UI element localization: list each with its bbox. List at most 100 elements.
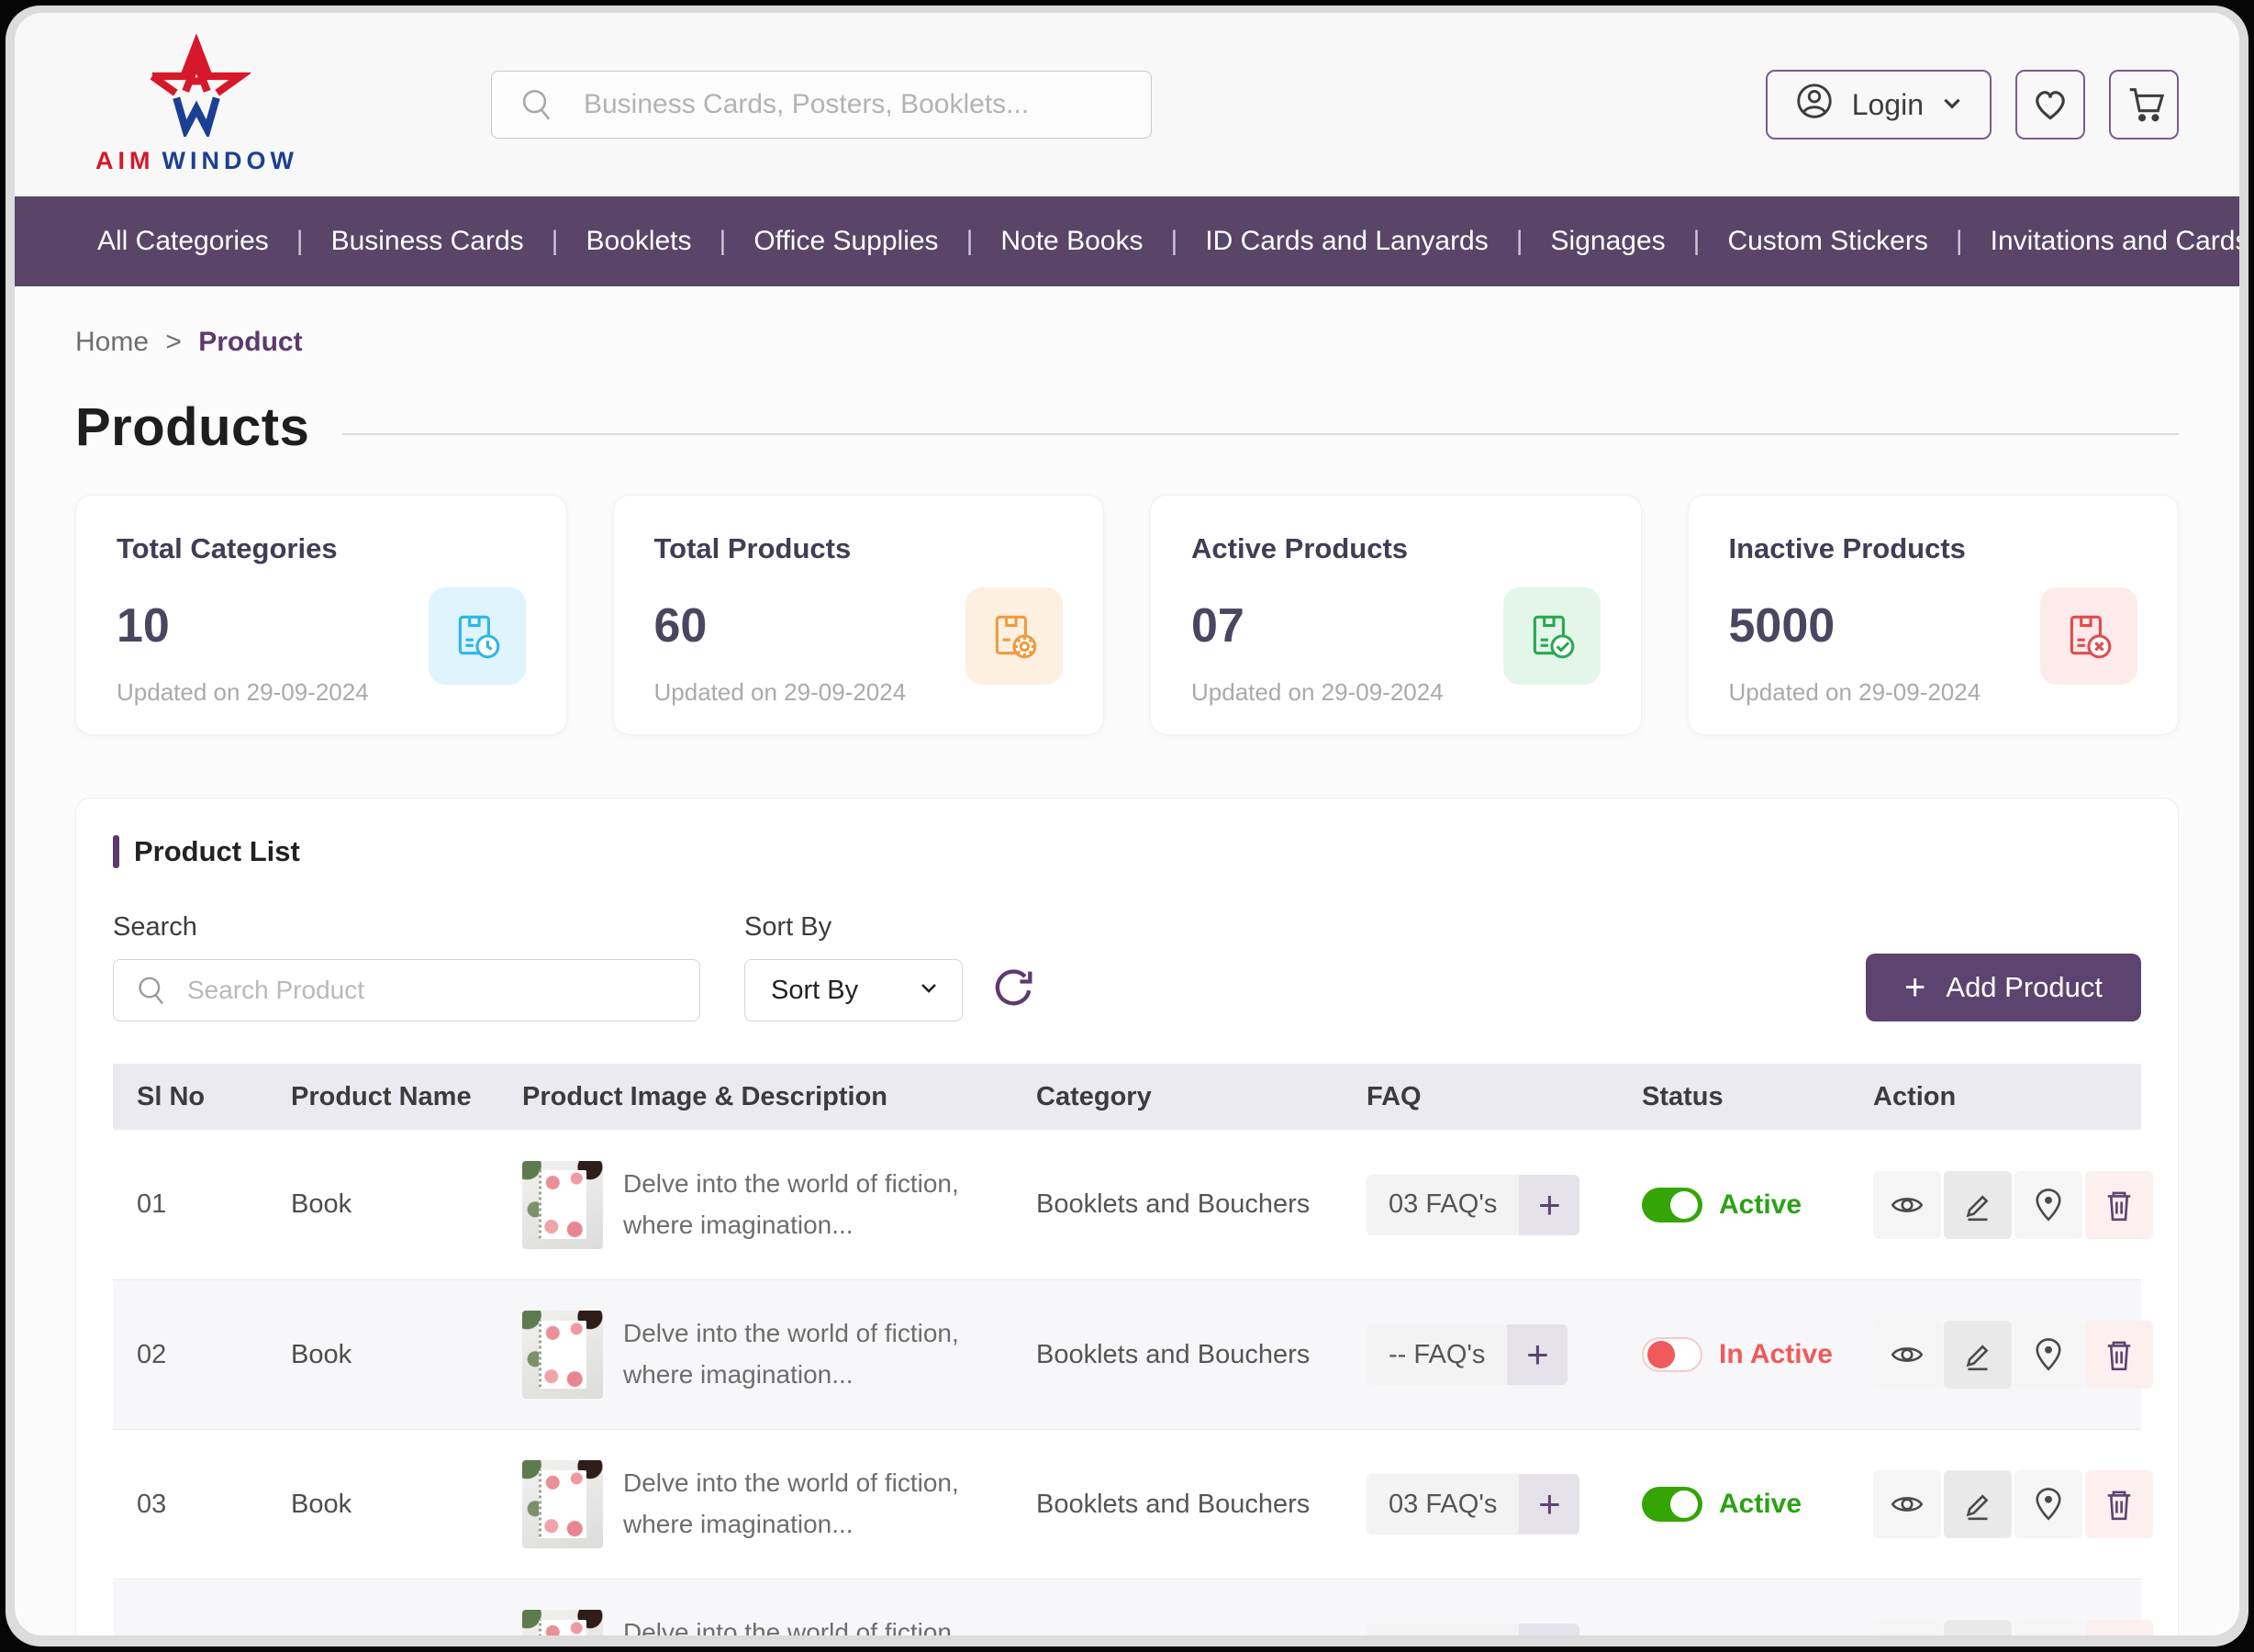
cell-category: Booklets and Bouchers: [1012, 1189, 1343, 1220]
table-row: 02 Book Delve into the world of fiction,…: [113, 1279, 2141, 1429]
faq-add-button[interactable]: +: [1519, 1474, 1579, 1535]
stat-card-total-categories: Total Categories 10 Updated on 29-09-202…: [75, 495, 567, 735]
search-label: Search: [113, 912, 700, 943]
cell-status: In Active: [1618, 1337, 1849, 1372]
status-badge: Active: [1719, 1189, 1802, 1221]
delete-button[interactable]: [2085, 1321, 2153, 1389]
nav-office-supplies[interactable]: Office Supplies: [692, 226, 939, 257]
cell-image-description: Delve into the world of fiction, where i…: [498, 1311, 1012, 1399]
faq-count: -- FAQ's: [1367, 1324, 1507, 1385]
sort-label: Sort By: [744, 912, 963, 943]
cell-image-description: Delve into the world of fiction, where i…: [498, 1460, 1012, 1548]
chevron-down-icon: [918, 976, 940, 1006]
edit-button[interactable]: [1944, 1321, 2012, 1389]
edit-button[interactable]: [1944, 1620, 2012, 1635]
nav-custom-stickers[interactable]: Custom Stickers: [1666, 226, 1928, 257]
product-thumbnail: [522, 1161, 603, 1249]
site-search-input[interactable]: [491, 71, 1152, 139]
faq-count: 03 FAQ's: [1367, 1624, 1519, 1635]
wishlist-button[interactable]: [2015, 70, 2085, 140]
cart-button[interactable]: [2109, 70, 2179, 140]
faq-add-button[interactable]: +: [1519, 1175, 1579, 1235]
stats-row: Total Categories 10 Updated on 29-09-202…: [75, 495, 2179, 735]
status-badge: Active: [1719, 1489, 1802, 1520]
edit-button[interactable]: [1944, 1171, 2012, 1239]
cell-faq: -- FAQ's+: [1343, 1324, 1618, 1385]
cell-category: Booklets and Bouchers: [1012, 1490, 1343, 1520]
delete-button[interactable]: [2085, 1470, 2153, 1538]
delete-button[interactable]: [2085, 1171, 2153, 1239]
breadcrumb-home[interactable]: Home: [75, 327, 149, 357]
cell-actions: [1849, 1171, 2153, 1239]
star-logo-icon: [142, 34, 251, 141]
nav-signages[interactable]: Signages: [1489, 226, 1666, 257]
stat-card-inactive-products: Inactive Products 5000 Updated on 29-09-…: [1688, 495, 2180, 735]
sort-group: Sort By Sort By: [744, 912, 963, 1021]
faq-add-button[interactable]: +: [1519, 1624, 1579, 1635]
nav-note-books[interactable]: Note Books: [939, 226, 1144, 257]
list-search-group: Search: [113, 912, 700, 1021]
stat-updated: Updated on 29-09-2024: [1191, 678, 1444, 707]
nav-booklets[interactable]: Booklets: [524, 226, 692, 257]
view-button[interactable]: [1873, 1171, 1941, 1239]
view-button[interactable]: [1873, 1321, 1941, 1389]
user-icon: [1793, 80, 1836, 129]
cell-faq: 03 FAQ's+: [1343, 1624, 1618, 1635]
stat-updated: Updated on 29-09-2024: [654, 678, 907, 707]
col-status: Status: [1618, 1082, 1849, 1112]
faq-count: 03 FAQ's: [1367, 1474, 1519, 1535]
delete-button[interactable]: [2085, 1620, 2153, 1635]
stat-updated: Updated on 29-09-2024: [1729, 678, 1981, 707]
cell-faq: 03 FAQ's+: [1343, 1474, 1618, 1535]
browser-window: AIMWINDOW Login: [15, 13, 2239, 1635]
login-button[interactable]: Login: [1766, 70, 1992, 140]
cell-product-name: Book: [267, 1189, 498, 1220]
view-button[interactable]: [1873, 1470, 1941, 1538]
sort-by-select[interactable]: Sort By: [744, 959, 963, 1021]
refresh-button[interactable]: [990, 964, 1038, 1014]
nav-business-cards[interactable]: Business Cards: [269, 226, 524, 257]
search-icon: [519, 86, 557, 129]
stat-label: Total Products: [654, 532, 1064, 565]
col-image-description: Product Image & Description: [498, 1082, 1012, 1112]
faq-add-button[interactable]: +: [1507, 1324, 1568, 1385]
stat-label: Inactive Products: [1729, 532, 2138, 565]
status-toggle[interactable]: [1642, 1487, 1702, 1522]
stat-card-total-products: Total Products 60 Updated on 29-09-2024: [613, 495, 1105, 735]
edit-button[interactable]: [1944, 1470, 2012, 1538]
location-button[interactable]: [2014, 1620, 2082, 1635]
cell-category: Booklets and Bouchers: [1012, 1340, 1343, 1370]
package-x-icon: [2040, 587, 2137, 685]
logo[interactable]: AIMWINDOW: [95, 34, 298, 175]
cell-status: Active: [1618, 1188, 1849, 1222]
cell-faq: 03 FAQ's+: [1343, 1175, 1618, 1235]
section-accent-bar: [113, 835, 119, 868]
logo-text: AIMWINDOW: [95, 147, 298, 175]
refresh-icon: [990, 1000, 1038, 1014]
stat-label: Active Products: [1191, 532, 1601, 565]
location-button[interactable]: [2014, 1321, 2082, 1389]
cell-image-description: Delve into the world of fiction, where i…: [498, 1610, 1012, 1635]
site-header: AIMWINDOW Login: [15, 13, 2239, 196]
cell-product-name: Book: [267, 1490, 498, 1520]
status-toggle[interactable]: [1642, 1337, 1702, 1372]
nav-invitations-cards[interactable]: Invitations and Cards: [1928, 226, 2239, 257]
cell-actions: [1849, 1620, 2153, 1635]
view-button[interactable]: [1873, 1620, 1941, 1635]
location-button[interactable]: [2014, 1470, 2082, 1538]
nav-id-cards-lanyards[interactable]: ID Cards and Lanyards: [1143, 226, 1488, 257]
col-product-name: Product Name: [267, 1082, 498, 1112]
product-search-input[interactable]: [113, 959, 700, 1021]
title-divider: [342, 433, 2179, 435]
product-table: Sl No Product Name Product Image & Descr…: [113, 1064, 2141, 1635]
location-button[interactable]: [2014, 1171, 2082, 1239]
cell-product-name: Book: [267, 1340, 498, 1370]
col-category: Category: [1012, 1082, 1343, 1112]
product-thumbnail: [522, 1610, 603, 1635]
col-faq: FAQ: [1343, 1082, 1618, 1112]
add-product-button[interactable]: + Add Product: [1866, 954, 2141, 1021]
status-toggle[interactable]: [1642, 1188, 1702, 1222]
table-row: 01 Book Delve into the world of fiction,…: [113, 1130, 2141, 1279]
chevron-down-icon: [1940, 88, 1964, 122]
nav-all-categories[interactable]: All Categories: [97, 226, 269, 257]
